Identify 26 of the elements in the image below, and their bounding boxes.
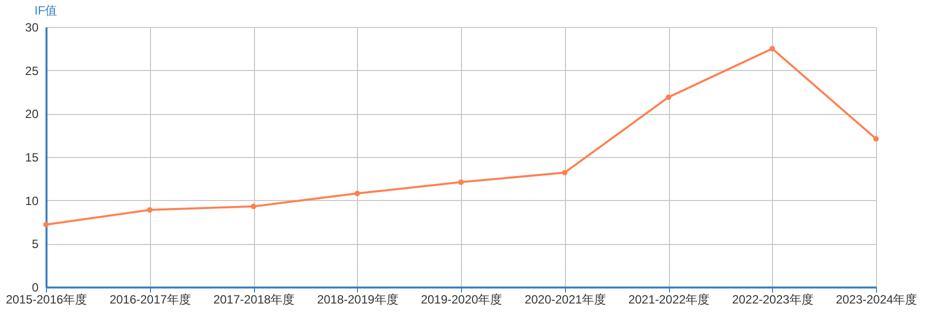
point bbox=[562, 170, 568, 176]
point bbox=[873, 136, 879, 142]
y-tick-label: 5 bbox=[32, 237, 39, 252]
x-tick-label: 2015-2016年度 bbox=[6, 292, 88, 306]
point bbox=[43, 222, 49, 228]
point bbox=[354, 190, 360, 196]
y-tick-label: 10 bbox=[25, 194, 39, 208]
y-axis-title: IF值 bbox=[34, 4, 58, 18]
y-tick-label: 20 bbox=[25, 107, 39, 122]
y-tick-label: 15 bbox=[25, 150, 39, 164]
point bbox=[770, 46, 775, 52]
x-tick-label: 2019-2020年度 bbox=[420, 292, 502, 306]
y-tick-label: 30 bbox=[25, 20, 39, 34]
x-tick-label: 2021-2022年度 bbox=[628, 292, 710, 306]
x-tick-label: 2022-2023年度 bbox=[732, 292, 814, 306]
point bbox=[666, 94, 672, 100]
x-tick-label: 2017-2018年度 bbox=[213, 292, 295, 306]
point bbox=[250, 204, 256, 210]
point bbox=[458, 179, 464, 185]
x-tick-label: 2020-2021年度 bbox=[524, 292, 606, 306]
y-tick-label: 0 bbox=[32, 280, 39, 294]
x-tick-label: 2016-2017年度 bbox=[110, 292, 191, 306]
y-tick-label: 25 bbox=[25, 64, 39, 78]
x-tick-label: 2023-2024年度 bbox=[836, 292, 918, 306]
point bbox=[147, 207, 152, 213]
x-tick-label: 2018-2019年度 bbox=[317, 292, 398, 306]
